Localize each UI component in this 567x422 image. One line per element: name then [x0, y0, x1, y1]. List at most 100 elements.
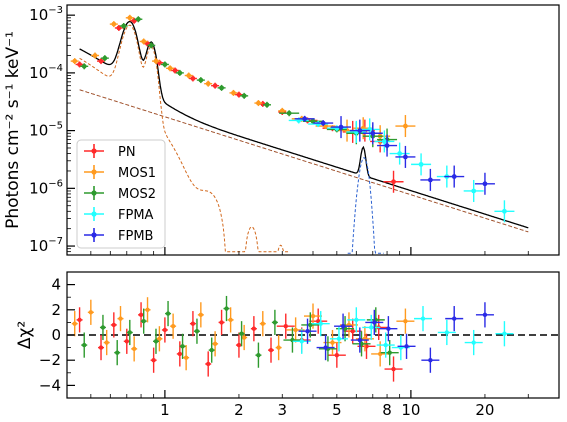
- residual-point-mos1: [183, 345, 190, 371]
- residual-y-tick-label: 0: [51, 326, 61, 344]
- spectrum-point-fpmb: [420, 168, 441, 191]
- spectrum-point-fpma: [326, 125, 347, 132]
- residual-y-tick-label: −2: [39, 351, 61, 369]
- spectrum-point-pn: [114, 24, 123, 31]
- residual-point-mos1: [170, 313, 177, 339]
- residual-data-points: [71, 295, 514, 382]
- spectrum-point-fpmb: [362, 122, 383, 145]
- spectrum-point-pn: [234, 91, 243, 98]
- spectrum-point-mos1: [254, 100, 263, 107]
- spectrum-point-fpma: [463, 179, 484, 202]
- legend-label-mos2: MOS2: [118, 187, 156, 202]
- residual-point-fpmb: [397, 333, 416, 359]
- residual-point-mos2: [301, 312, 320, 338]
- spectrum-point-mos1: [166, 65, 175, 72]
- spectrum-point-fpma: [389, 142, 410, 165]
- residual-point-fpma: [495, 321, 514, 347]
- residual-y-tick-label: 4: [51, 276, 61, 294]
- residual-x-ticks: 1 2 3 5 8 10 20: [66, 390, 560, 419]
- residual-point-mos2: [114, 340, 121, 366]
- residual-point-pn: [327, 342, 346, 368]
- spectrum-point-mos1: [109, 21, 118, 28]
- residual-y-axis-label: Δχ²: [15, 321, 35, 349]
- y-tick-label: 10−7: [29, 236, 63, 255]
- spectrum-point-mos1: [395, 115, 416, 138]
- x-tick-label: 5: [332, 401, 342, 419]
- x-tick-label: 2: [234, 401, 244, 419]
- spectrum-point-fpma: [359, 118, 380, 141]
- model-curves: [79, 20, 529, 254]
- residual-point-mos2: [271, 309, 278, 335]
- spectrum-data-points: [70, 14, 515, 223]
- residuals-panel: 420−2−4 1 2 3 5 8 10 20 Δχ²: [15, 271, 560, 419]
- legend: PN MOS1 MOS2 FPMA: [76, 139, 166, 249]
- residual-point-mos2: [238, 321, 245, 347]
- spectrum-point-pn: [383, 170, 404, 193]
- residual-point-mos1: [87, 299, 94, 325]
- spectrum-point-mos1: [229, 89, 238, 96]
- residual-y-tick-label: 2: [51, 301, 61, 319]
- residual-point-mos2: [223, 295, 230, 322]
- residual-point-mos1: [144, 297, 151, 323]
- residual-point-fpmb: [298, 318, 317, 344]
- spectrum-point-mos2: [196, 77, 205, 84]
- spectrum-point-mos1: [139, 38, 148, 45]
- spectrum-point-fpmb: [377, 134, 398, 157]
- residual-point-fpma: [464, 329, 483, 356]
- residual-point-fpmb: [445, 306, 464, 332]
- residual-point-mos1: [131, 336, 138, 362]
- spectrum-point-mos2: [134, 16, 143, 23]
- residual-point-fpmb: [379, 316, 398, 342]
- spectrum-point-pn: [97, 58, 106, 65]
- x-tick-label: 8: [382, 401, 392, 419]
- residual-point-fpma: [329, 326, 348, 352]
- spectrum-point-mos2: [147, 42, 156, 49]
- residual-point-mos1: [275, 335, 282, 361]
- residual-point-fpmb: [365, 309, 384, 335]
- residual-y-ticks: 4 2 0 −2 −4: [39, 271, 75, 399]
- residual-point-fpmb: [316, 335, 335, 361]
- residual-point-fpmb: [350, 327, 369, 353]
- spectrum-panel: 10−3 10−4 10−5 10−6 10−7 Photons cm⁻² s⁻¹ ke…: [3, 4, 560, 256]
- residual-point-fpma: [437, 319, 456, 346]
- spectrum-point-mos2: [240, 92, 249, 99]
- residual-point-pn: [123, 328, 130, 354]
- thermal-component-line: [79, 24, 289, 253]
- residual-point-fpmb: [475, 302, 494, 328]
- y-tick-label: 10−5: [29, 121, 63, 140]
- residual-point-pn: [110, 312, 117, 338]
- spectrum-point-mos1: [91, 52, 100, 59]
- spectrum-point-mos1: [204, 80, 213, 87]
- spectrum-point-fpma: [494, 200, 515, 223]
- x-tick-label: 1: [160, 401, 170, 419]
- residual-point-mos2: [99, 314, 106, 341]
- residual-point-fpma: [362, 314, 381, 341]
- x-tick-label: 3: [277, 401, 287, 419]
- residual-point-pn: [98, 335, 105, 361]
- spectrum-point-fpmb: [331, 116, 352, 139]
- legend-entry-mos1: MOS1: [84, 165, 156, 181]
- y-tick-label: 10−3: [29, 5, 63, 24]
- residual-point-pn: [150, 347, 157, 373]
- residual-point-mos2: [140, 308, 147, 334]
- residual-point-mos2: [179, 333, 186, 359]
- spectrum-point-pn: [171, 67, 180, 74]
- legend-label-mos1: MOS1: [118, 166, 156, 181]
- residual-point-mos1: [197, 302, 204, 328]
- residual-point-pn: [176, 341, 183, 367]
- residual-point-pn: [205, 351, 212, 377]
- spectrum-point-mos2: [160, 61, 169, 68]
- residual-point-mos1: [117, 306, 124, 332]
- legend-frame: [76, 139, 166, 249]
- residual-point-fpmb: [334, 313, 353, 339]
- residual-point-mos1: [212, 331, 219, 357]
- residual-point-fpma: [376, 332, 395, 358]
- spectrum-point-pn: [188, 75, 197, 82]
- spectrum-point-fpmb: [313, 120, 334, 127]
- spectrum-point-mos2: [217, 84, 226, 91]
- residual-point-fpmb: [421, 347, 440, 373]
- spectrum-point-fpmb: [474, 172, 495, 195]
- spectrum-point-mos2: [279, 110, 300, 117]
- residual-point-mos1: [103, 329, 110, 356]
- residual-point-mos2: [255, 342, 262, 368]
